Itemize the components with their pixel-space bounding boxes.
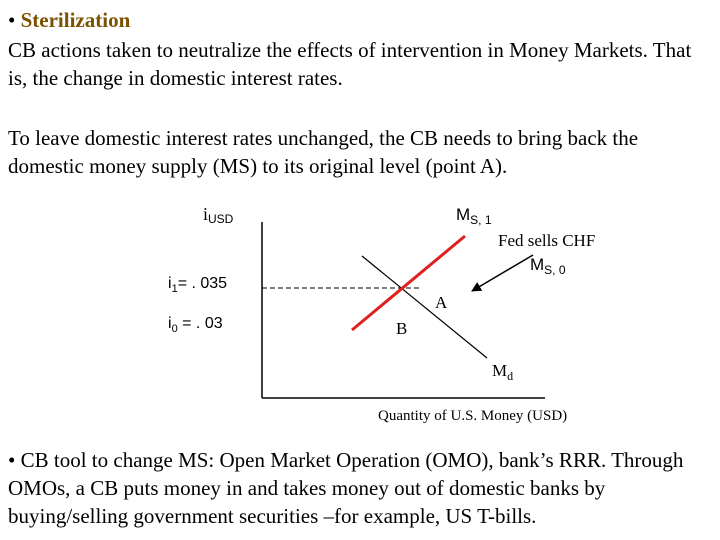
definition-paragraph: CB actions taken to neutralize the effec… xyxy=(8,38,692,90)
money-demand-curve xyxy=(361,255,488,359)
fed-sells-arrow xyxy=(471,254,534,292)
ms1-label: MS, 1 xyxy=(456,205,492,227)
slide-heading: • Sterilization xyxy=(8,6,130,34)
point-b-label: B xyxy=(396,319,407,338)
explanation-paragraph: To leave domestic interest rates unchang… xyxy=(8,126,639,178)
heading-title: Sterilization xyxy=(20,8,131,32)
heading-bullet: • xyxy=(8,8,16,32)
md-label: Md xyxy=(492,361,513,383)
x-axis-label: Quantity of U.S. Money (USD) xyxy=(378,408,567,424)
omo-paragraph: • CB tool to change MS: Open Market Oper… xyxy=(8,448,684,528)
i1-label: i1= . 035 xyxy=(168,275,227,295)
ms0-label: MS, 0 xyxy=(530,255,566,277)
point-a-label: A xyxy=(435,293,448,312)
money-supply-curve-ms1 xyxy=(351,234,466,332)
i0-label: i0 = . 03 xyxy=(168,315,223,335)
fed-sells-annotation: Fed sells CHF xyxy=(498,231,595,250)
y-axis-label: iUSD xyxy=(203,204,234,226)
